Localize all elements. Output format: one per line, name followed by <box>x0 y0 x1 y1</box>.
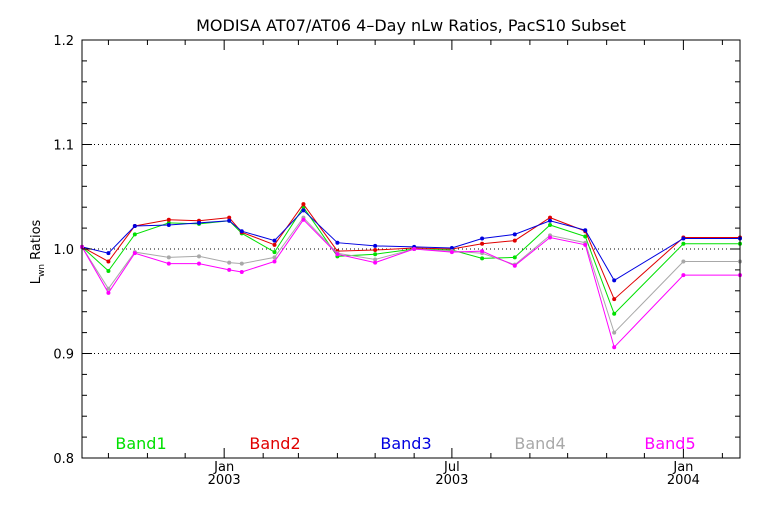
data-point-band3 <box>612 278 617 283</box>
x-tick-label-month: Jul <box>443 460 460 475</box>
y-tick-label: 0.9 <box>53 348 74 363</box>
data-point-band5 <box>106 290 111 295</box>
data-point-band3 <box>449 245 454 250</box>
y-axis-label-rest: Ratios <box>29 219 44 264</box>
y-axis-label-main: L <box>29 276 44 284</box>
x-tick-label-year: 2003 <box>435 473 468 488</box>
data-point-band3 <box>197 220 202 225</box>
x-tick-label-month: Jan <box>213 460 234 475</box>
series-line-band1 <box>82 206 740 315</box>
series-line-band5 <box>82 218 740 349</box>
data-point-band3 <box>335 240 340 245</box>
data-point-band1 <box>583 234 588 239</box>
data-point-band5 <box>373 260 378 265</box>
data-point-band5 <box>412 247 417 251</box>
legend-entry-band5: Band5 <box>644 434 695 453</box>
legend: Band1 Band2 Band3 Band4 Band5 <box>115 434 695 453</box>
data-point-band3 <box>373 243 378 248</box>
y-tick-label: 1.2 <box>53 34 74 49</box>
data-point-band5 <box>132 251 137 256</box>
x-tick-label-year: 2003 <box>208 473 241 488</box>
data-point-band3 <box>272 238 277 243</box>
data-point-band2 <box>272 242 277 247</box>
data-point-band1 <box>106 268 111 273</box>
data-point-band2 <box>548 215 553 220</box>
data-point-band5 <box>272 259 277 264</box>
data-point-band1 <box>480 256 485 261</box>
data-point-band4 <box>239 261 244 266</box>
data-point-band1 <box>681 241 686 246</box>
data-point-band4 <box>166 255 171 260</box>
data-point-band5 <box>512 263 517 268</box>
data-point-band3 <box>512 232 517 237</box>
data-point-band5 <box>197 261 202 266</box>
data-point-band1 <box>132 232 137 237</box>
series-line-band2 <box>82 203 740 301</box>
data-point-band4 <box>612 330 617 335</box>
data-point-band5 <box>612 345 617 350</box>
data-point-band3 <box>301 208 306 213</box>
y-tick-label: 1.1 <box>53 139 74 154</box>
data-point-band4 <box>373 257 378 262</box>
legend-entry-band1: Band1 <box>115 434 166 453</box>
x-tick-label-month: Jan <box>672 460 693 475</box>
data-point-band3 <box>548 218 553 223</box>
legend-entry-band4: Band4 <box>514 434 565 453</box>
data-point-band1 <box>272 250 277 255</box>
data-point-band3 <box>227 218 232 223</box>
data-point-band3 <box>583 228 588 233</box>
data-point-band5 <box>681 273 686 278</box>
data-point-band3 <box>132 224 137 229</box>
data-point-band4 <box>681 259 686 264</box>
data-point-band2 <box>166 217 171 222</box>
data-point-band3 <box>239 229 244 234</box>
y-axis-label-subscript: wn <box>37 264 47 277</box>
data-point-band5 <box>480 249 485 254</box>
data-point-band5 <box>239 269 244 274</box>
series-line-band3 <box>82 209 740 282</box>
data-point-band2 <box>373 248 378 253</box>
data-point-band3 <box>480 236 485 241</box>
data-point-band2 <box>612 297 617 302</box>
legend-entry-band2: Band2 <box>249 434 300 453</box>
chart-title: MODISA AT07/AT06 4–Day nLw Ratios, PacS1… <box>196 16 626 35</box>
y-tick-label: 1.0 <box>53 243 74 258</box>
series-group <box>80 202 742 350</box>
series-line-band4 <box>82 216 740 334</box>
data-point-band5 <box>335 252 340 257</box>
data-point-band5 <box>449 250 454 255</box>
data-point-band1 <box>373 252 378 257</box>
data-point-band3 <box>681 236 686 241</box>
data-point-band2 <box>106 259 111 264</box>
data-point-band3 <box>166 222 171 227</box>
data-point-band2 <box>512 238 517 243</box>
data-point-band2 <box>301 202 306 207</box>
data-point-band5 <box>301 217 306 222</box>
data-point-band5 <box>227 267 232 272</box>
legend-entry-band3: Band3 <box>380 434 431 453</box>
data-point-band2 <box>227 215 232 220</box>
data-point-band3 <box>106 251 111 256</box>
data-point-band5 <box>583 242 588 247</box>
y-tick-label: 0.8 <box>53 452 74 467</box>
data-point-band4 <box>272 255 277 260</box>
y-axis-label: Lwn Ratios <box>29 219 47 284</box>
data-point-band4 <box>106 286 111 291</box>
data-point-band1 <box>548 222 553 227</box>
data-point-band5 <box>166 261 171 266</box>
x-tick-label-year: 2004 <box>667 473 700 488</box>
data-point-band2 <box>480 241 485 246</box>
data-point-band4 <box>197 254 202 259</box>
data-point-band5 <box>548 235 553 240</box>
data-point-band4 <box>227 260 232 265</box>
data-point-band1 <box>512 255 517 260</box>
data-point-band1 <box>612 311 617 316</box>
